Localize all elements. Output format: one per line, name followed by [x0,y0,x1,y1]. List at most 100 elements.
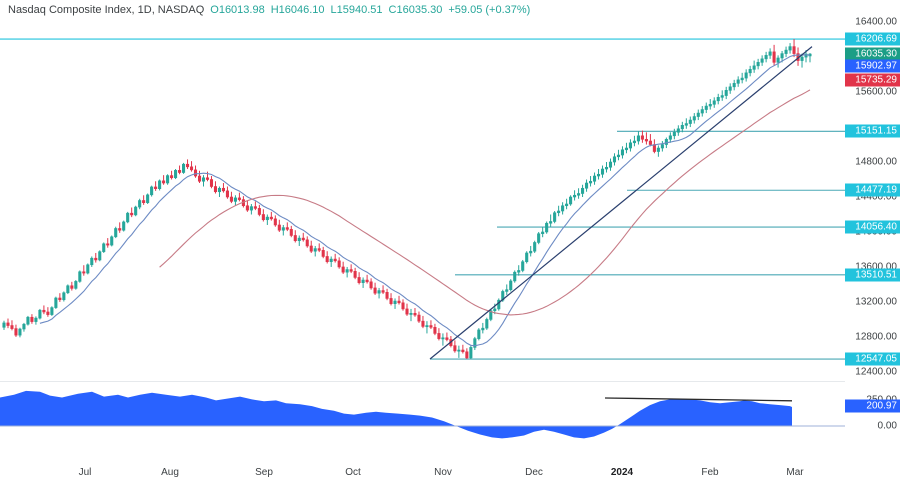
candle[interactable] [166,174,170,185]
candle[interactable] [453,340,457,353]
candle[interactable] [485,317,489,330]
candle[interactable] [329,256,333,267]
high-badge[interactable]: 16035.30 [845,47,900,61]
candle[interactable] [788,43,792,54]
candle[interactable] [94,252,98,263]
candle[interactable] [377,287,381,299]
candle[interactable] [98,250,102,262]
candle[interactable] [277,219,281,232]
candle[interactable] [736,76,740,87]
candle[interactable] [513,270,517,283]
candle[interactable] [146,193,150,204]
candle[interactable] [565,198,569,210]
candle[interactable] [425,321,429,334]
candle[interactable] [437,328,441,341]
candle[interactable] [636,131,640,145]
candle[interactable] [289,225,293,238]
candle[interactable] [768,48,772,59]
candle[interactable] [150,185,154,197]
low-badge[interactable]: 15735.29 [845,73,900,87]
candle[interactable] [10,320,14,331]
candle[interactable] [245,200,249,212]
candle[interactable] [365,274,369,284]
candle[interactable] [18,327,22,338]
candle[interactable] [349,264,353,274]
candle[interactable] [776,55,780,68]
candle[interactable] [553,210,557,224]
candle[interactable] [237,192,241,202]
candle[interactable] [545,221,549,234]
candle[interactable] [118,222,122,233]
candle[interactable] [648,134,652,147]
candle[interactable] [197,170,202,184]
candle[interactable] [186,159,190,170]
candle[interactable] [533,240,537,253]
candle[interactable] [42,305,46,315]
candle[interactable] [732,79,736,91]
candle[interactable] [632,135,636,147]
oscillator-area[interactable] [0,390,792,439]
candle[interactable] [461,344,465,354]
candle[interactable] [537,231,541,245]
candle[interactable] [433,323,437,336]
level-badge-13510[interactable]: 13510.51 [845,268,900,282]
candle[interactable] [261,209,265,222]
level-badge-15151[interactable]: 15151.15 [845,124,900,138]
candle[interactable] [361,277,365,288]
candle[interactable] [596,169,601,180]
candlestick-plot[interactable] [0,16,845,378]
candle[interactable] [357,272,361,285]
candle[interactable] [333,253,337,263]
candle[interactable] [712,97,716,108]
candle[interactable] [628,139,632,152]
candle[interactable] [201,175,206,187]
candle[interactable] [457,345,461,358]
candle[interactable] [569,195,573,206]
candle[interactable] [692,113,696,124]
price-pane[interactable] [0,16,845,378]
candle[interactable] [229,191,233,204]
candle[interactable] [86,263,90,275]
candle[interactable] [409,308,413,322]
candle[interactable] [50,306,54,316]
level-badge-14477[interactable]: 14477.19 [845,183,900,197]
candle[interactable] [46,307,50,317]
level-badge-14056[interactable]: 14056.40 [845,220,900,234]
candle[interactable] [2,320,6,330]
candle[interactable] [138,198,142,210]
candle[interactable] [497,298,501,311]
candle[interactable] [577,188,581,199]
candle[interactable] [134,205,138,217]
candle[interactable] [297,235,301,246]
candle[interactable] [413,308,417,317]
candle[interactable] [70,281,74,291]
candle[interactable] [592,172,597,185]
candle[interactable] [162,175,166,185]
candle[interactable] [728,83,732,94]
candle[interactable] [58,293,62,302]
candle[interactable] [752,60,756,73]
candle[interactable] [253,201,257,211]
candle[interactable] [505,284,509,295]
candle[interactable] [34,316,38,325]
level-badge-12547[interactable]: 12547.05 [845,352,900,366]
candle[interactable] [557,205,561,217]
candle[interactable] [221,183,225,193]
candle[interactable] [529,245,533,257]
candle[interactable] [517,265,521,276]
candle[interactable] [581,184,585,197]
candle[interactable] [265,214,269,225]
candle[interactable] [353,267,357,280]
candle[interactable] [680,121,684,133]
candle[interactable] [481,322,485,334]
candle[interactable] [193,165,198,178]
candle[interactable] [154,181,158,191]
candle[interactable] [401,299,405,311]
candle[interactable] [612,153,617,166]
candle[interactable] [385,288,389,301]
candle[interactable] [760,55,764,66]
candle[interactable] [445,332,449,342]
candle[interactable] [465,348,469,360]
candle[interactable] [381,285,385,295]
candle[interactable] [293,230,297,243]
